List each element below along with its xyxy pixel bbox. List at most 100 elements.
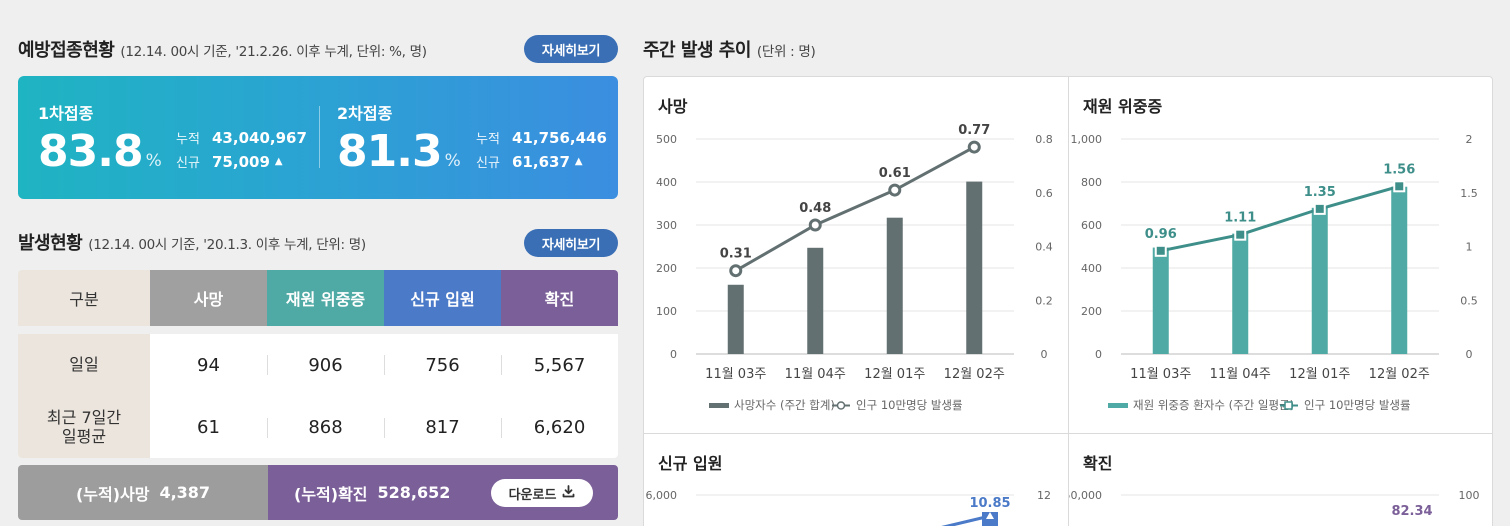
occurrence-detail-button[interactable]: 자세히보기 bbox=[524, 229, 618, 257]
line-marker bbox=[1393, 180, 1406, 193]
line-marker bbox=[888, 183, 902, 197]
second-dose-percent: 81.3% bbox=[337, 126, 461, 177]
first-dose-cumulative: 누적 43,040,967 bbox=[176, 128, 307, 148]
column-divider bbox=[501, 355, 502, 375]
new-admission-chart-panel: 신규 입원 6,000 12 10.85 bbox=[644, 434, 1068, 526]
legend-bar-swatch bbox=[709, 403, 729, 408]
second-dose-new: 신규 61,637 ▲ bbox=[476, 152, 583, 172]
y-tick-left: 200 bbox=[656, 262, 677, 275]
second-dose-label: 2차접종 bbox=[337, 104, 393, 123]
line-marker bbox=[1313, 202, 1326, 215]
data-label: 0.77 bbox=[958, 123, 990, 138]
y-tick-left: 800 bbox=[1081, 176, 1102, 189]
occurrence-subtitle: (12.14. 00시 기준, '20.1.3. 이후 누계, 단위: 명) bbox=[88, 237, 366, 253]
panel-divider-horizontal bbox=[644, 433, 1492, 434]
y-tick-right: 2 bbox=[1466, 133, 1473, 146]
data-label: 10.85 bbox=[969, 496, 1010, 511]
table-cell: 94 bbox=[197, 354, 220, 376]
column-divider bbox=[501, 418, 502, 438]
death-chart-panel: 사망 0 100 200 300 400 500 0 0.2 0.4 0.6 0.8 11월 03주 1… bbox=[644, 77, 1068, 433]
data-label: 1.56 bbox=[1383, 162, 1415, 177]
weekly-charts-panel: 사망 0 100 200 300 400 500 0 0.2 0.4 0.6 0.8 11월 03주 1… bbox=[643, 76, 1493, 526]
bar bbox=[727, 284, 744, 354]
cumulative-confirmed-value: 528,652 bbox=[377, 483, 451, 502]
series-line bbox=[1160, 184, 1400, 253]
second-dose-block: 2차접종 81.3% 누적 41,756,446 신규 61,637 ▲ bbox=[337, 76, 617, 199]
death-chart: 0 100 200 300 400 500 0 0.2 0.4 0.6 0.8 11월 03주 11월 … bbox=[656, 123, 1053, 412]
confirmed-chart: 50,000 100 82.34 bbox=[1064, 489, 1480, 519]
legend-bar-label: 재원 위중증 환자수 (주간 일평균) bbox=[1133, 398, 1294, 412]
occurrence-section-title: 발생현황 (12.14. 00시 기준, '20.1.3. 이후 누계, 단위:… bbox=[18, 229, 366, 255]
first-dose-new-label: 신규 bbox=[176, 156, 200, 171]
bar bbox=[1152, 247, 1169, 354]
table-cell: 906 bbox=[308, 354, 343, 376]
first-dose-percent-value: 83.8 bbox=[38, 126, 144, 177]
header-category: 구분 bbox=[18, 270, 150, 326]
bar bbox=[1232, 233, 1249, 354]
x-tick-label: 11월 03주 bbox=[1130, 367, 1191, 382]
first-dose-percent: 83.8% bbox=[38, 126, 162, 177]
second-dose-new-label: 신규 bbox=[476, 156, 500, 171]
y-tick-right: 0.2 bbox=[1035, 294, 1053, 307]
first-dose-block: 1차접종 83.8% 누적 43,040,967 신규 75,009 ▲ bbox=[38, 76, 318, 199]
occurrence-table-body: 일일 94 906 756 5,567 최근 7일간 일평균 61 868 81… bbox=[18, 334, 618, 458]
data-label: 82.34 bbox=[1391, 504, 1432, 519]
x-tick-label: 12월 02주 bbox=[1369, 367, 1430, 382]
occurrence-title: 발생현황 bbox=[18, 233, 83, 254]
y-tick-right: 100 bbox=[1459, 489, 1480, 502]
legend-line-label: 인구 10만명당 발생률 bbox=[1304, 398, 1411, 412]
critical-chart-panel: 재원 위중증 0 200 400 600 800 1,000 0 0.5 1 1.5 2 11월 03… bbox=[1069, 77, 1493, 433]
bar bbox=[966, 181, 983, 354]
download-icon bbox=[562, 484, 575, 502]
death-chart-title: 사망 bbox=[658, 97, 688, 116]
legend-line-marker bbox=[1284, 401, 1293, 410]
critical-chart-title: 재원 위중증 bbox=[1083, 97, 1163, 116]
y-tick-right: 1 bbox=[1466, 241, 1473, 254]
weekly-title: 주간 발생 추이 bbox=[643, 40, 751, 61]
line-marker bbox=[967, 140, 981, 154]
table-cell: 868 bbox=[308, 416, 343, 438]
first-dose-percent-unit: % bbox=[145, 151, 162, 171]
table-cell: 817 bbox=[425, 416, 460, 438]
line-marker bbox=[729, 264, 743, 278]
y-tick-left: 1,000 bbox=[1071, 133, 1103, 146]
new-admission-chart-title: 신규 입원 bbox=[658, 454, 723, 473]
y-tick-left: 300 bbox=[656, 219, 677, 232]
bar bbox=[1391, 186, 1408, 354]
first-dose-cum-value: 43,040,967 bbox=[212, 128, 307, 147]
header-new-admission: 신규 입원 bbox=[384, 270, 501, 326]
data-label: 0.31 bbox=[720, 247, 752, 262]
second-dose-cum-value: 41,756,446 bbox=[512, 128, 607, 147]
cumulative-death-label: (누적)사망 bbox=[75, 484, 150, 504]
x-tick-label: 12월 01주 bbox=[1289, 367, 1350, 382]
legend-bar-label: 사망자수 (주간 합계) bbox=[734, 398, 835, 412]
first-dose-new: 신규 75,009 ▲ bbox=[176, 152, 283, 172]
vaccination-detail-button[interactable]: 자세히보기 bbox=[524, 35, 618, 63]
bar bbox=[886, 217, 903, 354]
y-tick-left: 50,000 bbox=[1069, 489, 1102, 502]
panel-divider-vertical bbox=[1068, 77, 1069, 526]
y-tick-left: 0 bbox=[1095, 348, 1102, 361]
y-tick-right: 0 bbox=[1466, 348, 1473, 361]
legend-line-marker bbox=[836, 401, 846, 410]
y-tick-right: 0.6 bbox=[1035, 187, 1053, 200]
data-label: 0.61 bbox=[879, 166, 911, 181]
second-dose-new-value: 61,637 bbox=[512, 152, 570, 171]
y-tick-right: 12 bbox=[1037, 489, 1051, 502]
vaccination-title: 예방접종현황 bbox=[18, 40, 115, 61]
y-tick-left: 6,000 bbox=[646, 489, 678, 502]
y-tick-left: 100 bbox=[656, 305, 677, 318]
confirmed-chart-title: 확진 bbox=[1083, 454, 1113, 473]
download-button[interactable]: 다운로드 bbox=[491, 479, 593, 507]
x-tick-label: 11월 03주 bbox=[705, 367, 766, 382]
first-dose-cum-label: 누적 bbox=[176, 132, 200, 147]
x-tick-label: 11월 04주 bbox=[1210, 367, 1271, 382]
column-divider bbox=[384, 355, 385, 375]
column-divider bbox=[267, 355, 268, 375]
y-tick-right: 0.5 bbox=[1460, 294, 1478, 307]
bar bbox=[807, 247, 824, 354]
header-confirmed: 확진 bbox=[501, 270, 618, 326]
y-tick-left: 600 bbox=[1081, 219, 1102, 232]
series-line bbox=[735, 145, 975, 272]
series-line bbox=[941, 514, 991, 526]
